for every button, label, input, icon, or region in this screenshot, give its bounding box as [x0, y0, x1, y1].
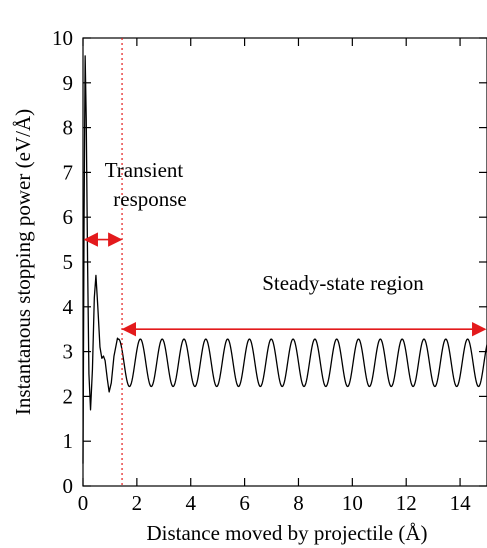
series-line-stopping-power [82, 55, 487, 464]
y-tick-label-6: 6 [63, 205, 74, 229]
y-axis-tick-labels: 0 1 2 3 4 5 6 7 8 9 10 [52, 26, 74, 498]
transient-label-line-1: Transient [105, 158, 184, 182]
x-axis-label: Distance moved by projectile (Å) [146, 521, 427, 545]
x-axis-ticks [82, 38, 461, 486]
x-tick-label-8: 8 [293, 491, 304, 515]
x-tick-label-14: 14 [450, 491, 472, 515]
plot-area-frame [82, 37, 487, 487]
y-tick-label-0: 0 [63, 474, 74, 498]
y-tick-label-9: 9 [63, 71, 74, 95]
y-axis-ticks [83, 37, 487, 487]
x-tick-label-12: 12 [396, 491, 417, 515]
x-tick-label-6: 6 [239, 491, 250, 515]
y-tick-label-7: 7 [63, 160, 74, 184]
y-tick-label-3: 3 [63, 340, 74, 364]
x-axis-tick-labels: 0 2 4 6 8 10 12 14 [78, 491, 471, 515]
y-tick-label-4: 4 [63, 295, 74, 319]
x-tick-label-0: 0 [78, 491, 89, 515]
transient-label-line-2: response [113, 187, 186, 211]
x-tick-label-10: 10 [342, 491, 363, 515]
y-axis-label: Instantanous stopping power (eV/Å) [11, 109, 35, 415]
y-tick-label-1: 1 [63, 429, 74, 453]
y-tick-label-2: 2 [63, 384, 74, 408]
y-tick-label-5: 5 [63, 250, 74, 274]
x-tick-label-2: 2 [132, 491, 143, 515]
steady-state-label: Steady-state region [262, 271, 424, 295]
y-tick-label-8: 8 [63, 116, 74, 140]
y-tick-label-10: 10 [52, 26, 73, 50]
x-tick-label-4: 4 [185, 491, 196, 515]
